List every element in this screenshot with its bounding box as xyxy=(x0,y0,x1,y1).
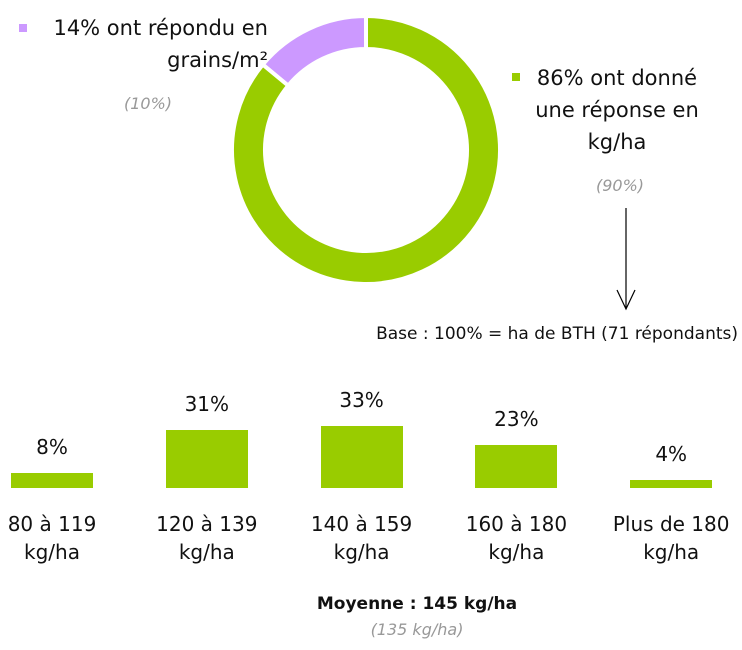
legend-marker xyxy=(19,24,27,32)
value-label: 23% xyxy=(494,406,539,431)
category-label: Plus de 180 kg/ha xyxy=(612,512,730,564)
bar xyxy=(165,429,248,488)
value-label: 31% xyxy=(184,391,230,416)
category-label: 80 à 119 kg/ha xyxy=(7,512,97,564)
bar xyxy=(320,425,403,488)
category-label: 140 à 159 kg/ha xyxy=(310,512,413,564)
donut-slice xyxy=(230,13,502,286)
value-label: 8% xyxy=(36,434,68,459)
slice-label: 14% ont répondu en grains/m² xyxy=(53,16,268,72)
previous-mean: (135 kg/ha) xyxy=(370,620,464,639)
base-note: Base : 100% = ha de BTH (71 répondants) xyxy=(376,324,738,344)
value-label: 4% xyxy=(655,442,688,467)
value-label: 33% xyxy=(339,387,384,412)
category-label: 160 à 180 kg/ha xyxy=(465,512,568,564)
slice-label: 86% ont donné une réponse en kg/ha xyxy=(535,66,699,154)
bar xyxy=(630,480,713,488)
arrow-head xyxy=(616,289,636,311)
legend-marker xyxy=(512,73,520,81)
previous-value: (10%) xyxy=(123,94,173,113)
bar xyxy=(475,444,558,488)
mean-annotation: Moyenne : 145 kg/ha xyxy=(316,594,518,614)
category-label: 120 à 139 kg/ha xyxy=(156,512,258,564)
previous-value: (90%) xyxy=(595,176,645,195)
bar xyxy=(11,472,93,488)
